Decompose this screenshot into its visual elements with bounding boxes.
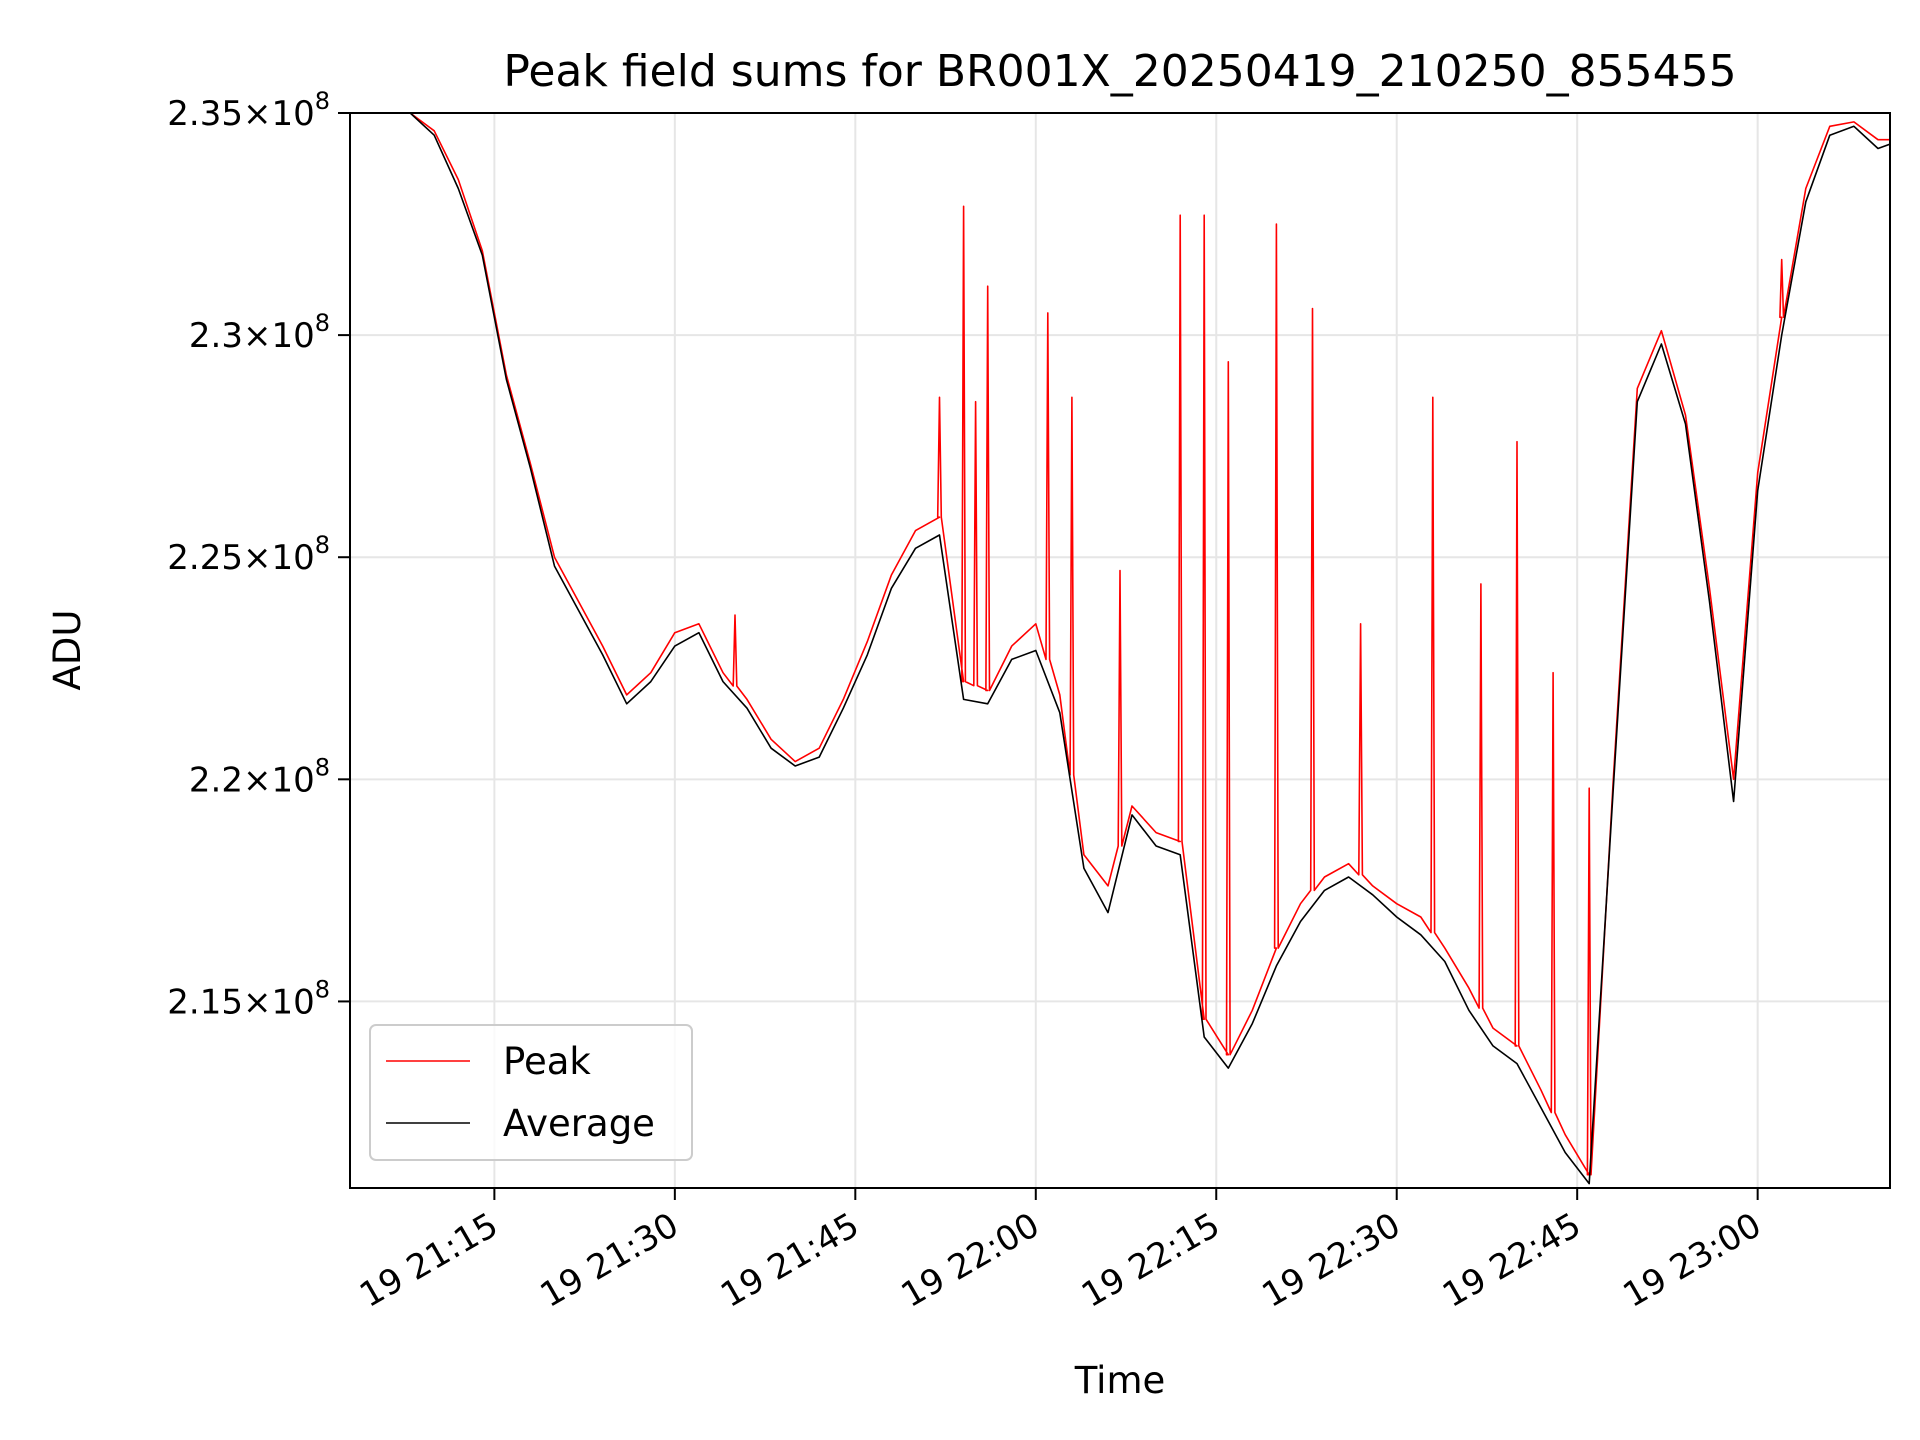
y-tick-label: 2.3×108 [189,309,330,356]
series-layer [409,113,1890,1185]
series-line-average [409,113,1890,1185]
y-tick-label: 2.35×108 [167,87,330,134]
y-tick-label: 2.2×108 [189,753,330,800]
x-axis-title: Time [1074,1359,1166,1402]
y-axis-title: ADU [46,610,89,691]
y-axis: 2.15×108 2.2×108 2.25×108 2.3×108 2.35×108 [167,87,350,1022]
y-tick-label: 2.25×108 [167,531,330,578]
legend: Peak Average [369,1024,693,1161]
legend-label-peak: Peak [503,1040,591,1083]
legend-box [369,1024,693,1161]
legend-label-average: Average [503,1102,655,1145]
plot-frame [349,112,1891,1189]
y-tick-label: 2.15×108 [167,975,330,1022]
chart-title: Peak field sums for BR001X_20250419_2102… [503,46,1736,97]
